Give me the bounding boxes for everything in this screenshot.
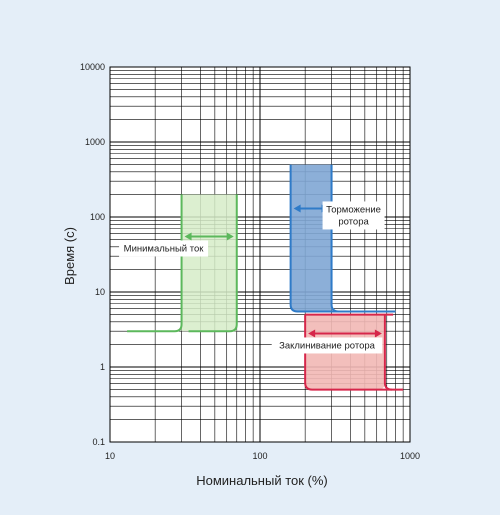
x-tick-label: 100 [252,451,267,461]
minimal-current-left-curve [127,194,183,333]
x-tick-label: 10 [105,451,115,461]
rotor-braking-label-bg [322,201,385,230]
minor-grid [110,67,410,442]
y-tick-label: 0.1 [92,437,105,447]
rotor-braking-left-curve [289,164,396,313]
minimal-current-label: Минимальный ток [124,243,205,254]
locked-rotor-right-curve [383,314,392,391]
y-axis-tick-labels: 0.1 1 10 100 1000 10000 [80,62,105,447]
rotor-braking-arrow-head-left [293,204,301,213]
plot-frame [109,66,411,443]
y-tick-label: 1 [100,362,105,372]
rotor-braking-region [290,164,332,312]
y-tick-label: 10000 [80,62,105,72]
locked-rotor-left-curve [304,314,404,391]
locked-rotor-label-bg [271,337,383,354]
rotor-braking-label: ротора [338,216,369,227]
minimal-current-label-bg [119,240,209,257]
y-tick-label: 100 [90,212,105,222]
x-tick-label: 1000 [400,451,420,461]
locked-rotor-label: Заклинивание ротора [279,340,376,351]
y-tick-label: 10 [95,287,105,297]
y-tick-label: 1000 [85,137,105,147]
locked-rotor-arrow-head-right [374,329,382,338]
minimal-current-right-curve [188,194,238,333]
locked-rotor-arrow-head-left [308,329,316,338]
minimal-current-arrow-head-left [184,232,192,241]
minimal-current-region [181,194,237,332]
rotor-braking-label: Торможение [326,204,381,215]
minimal-current-arrow-head-right [226,232,234,241]
y-axis-title: Время (с) [62,227,77,285]
x-axis-tick-labels: 10 100 1000 [105,451,420,461]
rotor-braking-right-curve [330,164,339,313]
x-axis-title: Номинальный ток (%) [196,473,328,488]
